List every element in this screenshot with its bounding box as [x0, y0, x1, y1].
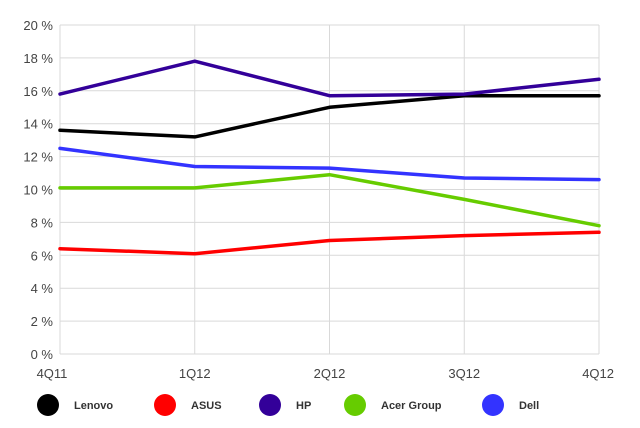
series-line-asus: [58, 230, 601, 256]
legend-marker: [154, 394, 176, 416]
legend: Lenovo ASUS HP Acer Group Dell: [37, 394, 539, 416]
y-tick-label: 16 %: [23, 84, 53, 99]
x-tick-label: 4Q12: [582, 366, 614, 381]
legend-label: Dell: [519, 400, 539, 412]
y-tick-label: 8 %: [31, 215, 54, 230]
y-tick-label: 20 %: [23, 18, 53, 33]
series-line-lenovo: [58, 93, 601, 139]
x-tick-label: 4Q11: [37, 366, 68, 381]
y-tick-label: 12 %: [23, 150, 53, 165]
y-tick-label: 6 %: [31, 248, 54, 263]
x-tick-label: 1Q12: [179, 366, 211, 381]
legend-marker: [482, 394, 504, 416]
y-tick-label: 4 %: [31, 281, 54, 296]
legend-label: Lenovo: [74, 400, 113, 412]
y-tick-label: 2 %: [31, 314, 54, 329]
series-layer: [58, 59, 601, 256]
axis-layer: 0 % 2 % 4 % 6 % 8 % 10 % 12 % 14 % 16 % 18 % 20 % 4…: [23, 18, 614, 381]
y-tick-label: 0 %: [31, 347, 54, 362]
legend-label: HP: [296, 400, 311, 412]
legend-label: ASUS: [191, 400, 222, 412]
legend-marker: [37, 394, 59, 416]
x-tick-label: 2Q12: [314, 366, 346, 381]
legend-marker: [344, 394, 366, 416]
legend-marker: [259, 394, 281, 416]
legend-label: Acer Group: [381, 400, 442, 412]
series-line-acer-group: [58, 172, 601, 228]
x-tick-label: 3Q12: [448, 366, 480, 381]
y-tick-label: 14 %: [23, 117, 53, 132]
series-line-hp: [58, 59, 601, 98]
y-tick-label: 10 %: [23, 183, 53, 198]
series-line-dell: [58, 146, 601, 182]
y-tick-label: 18 %: [23, 51, 53, 66]
